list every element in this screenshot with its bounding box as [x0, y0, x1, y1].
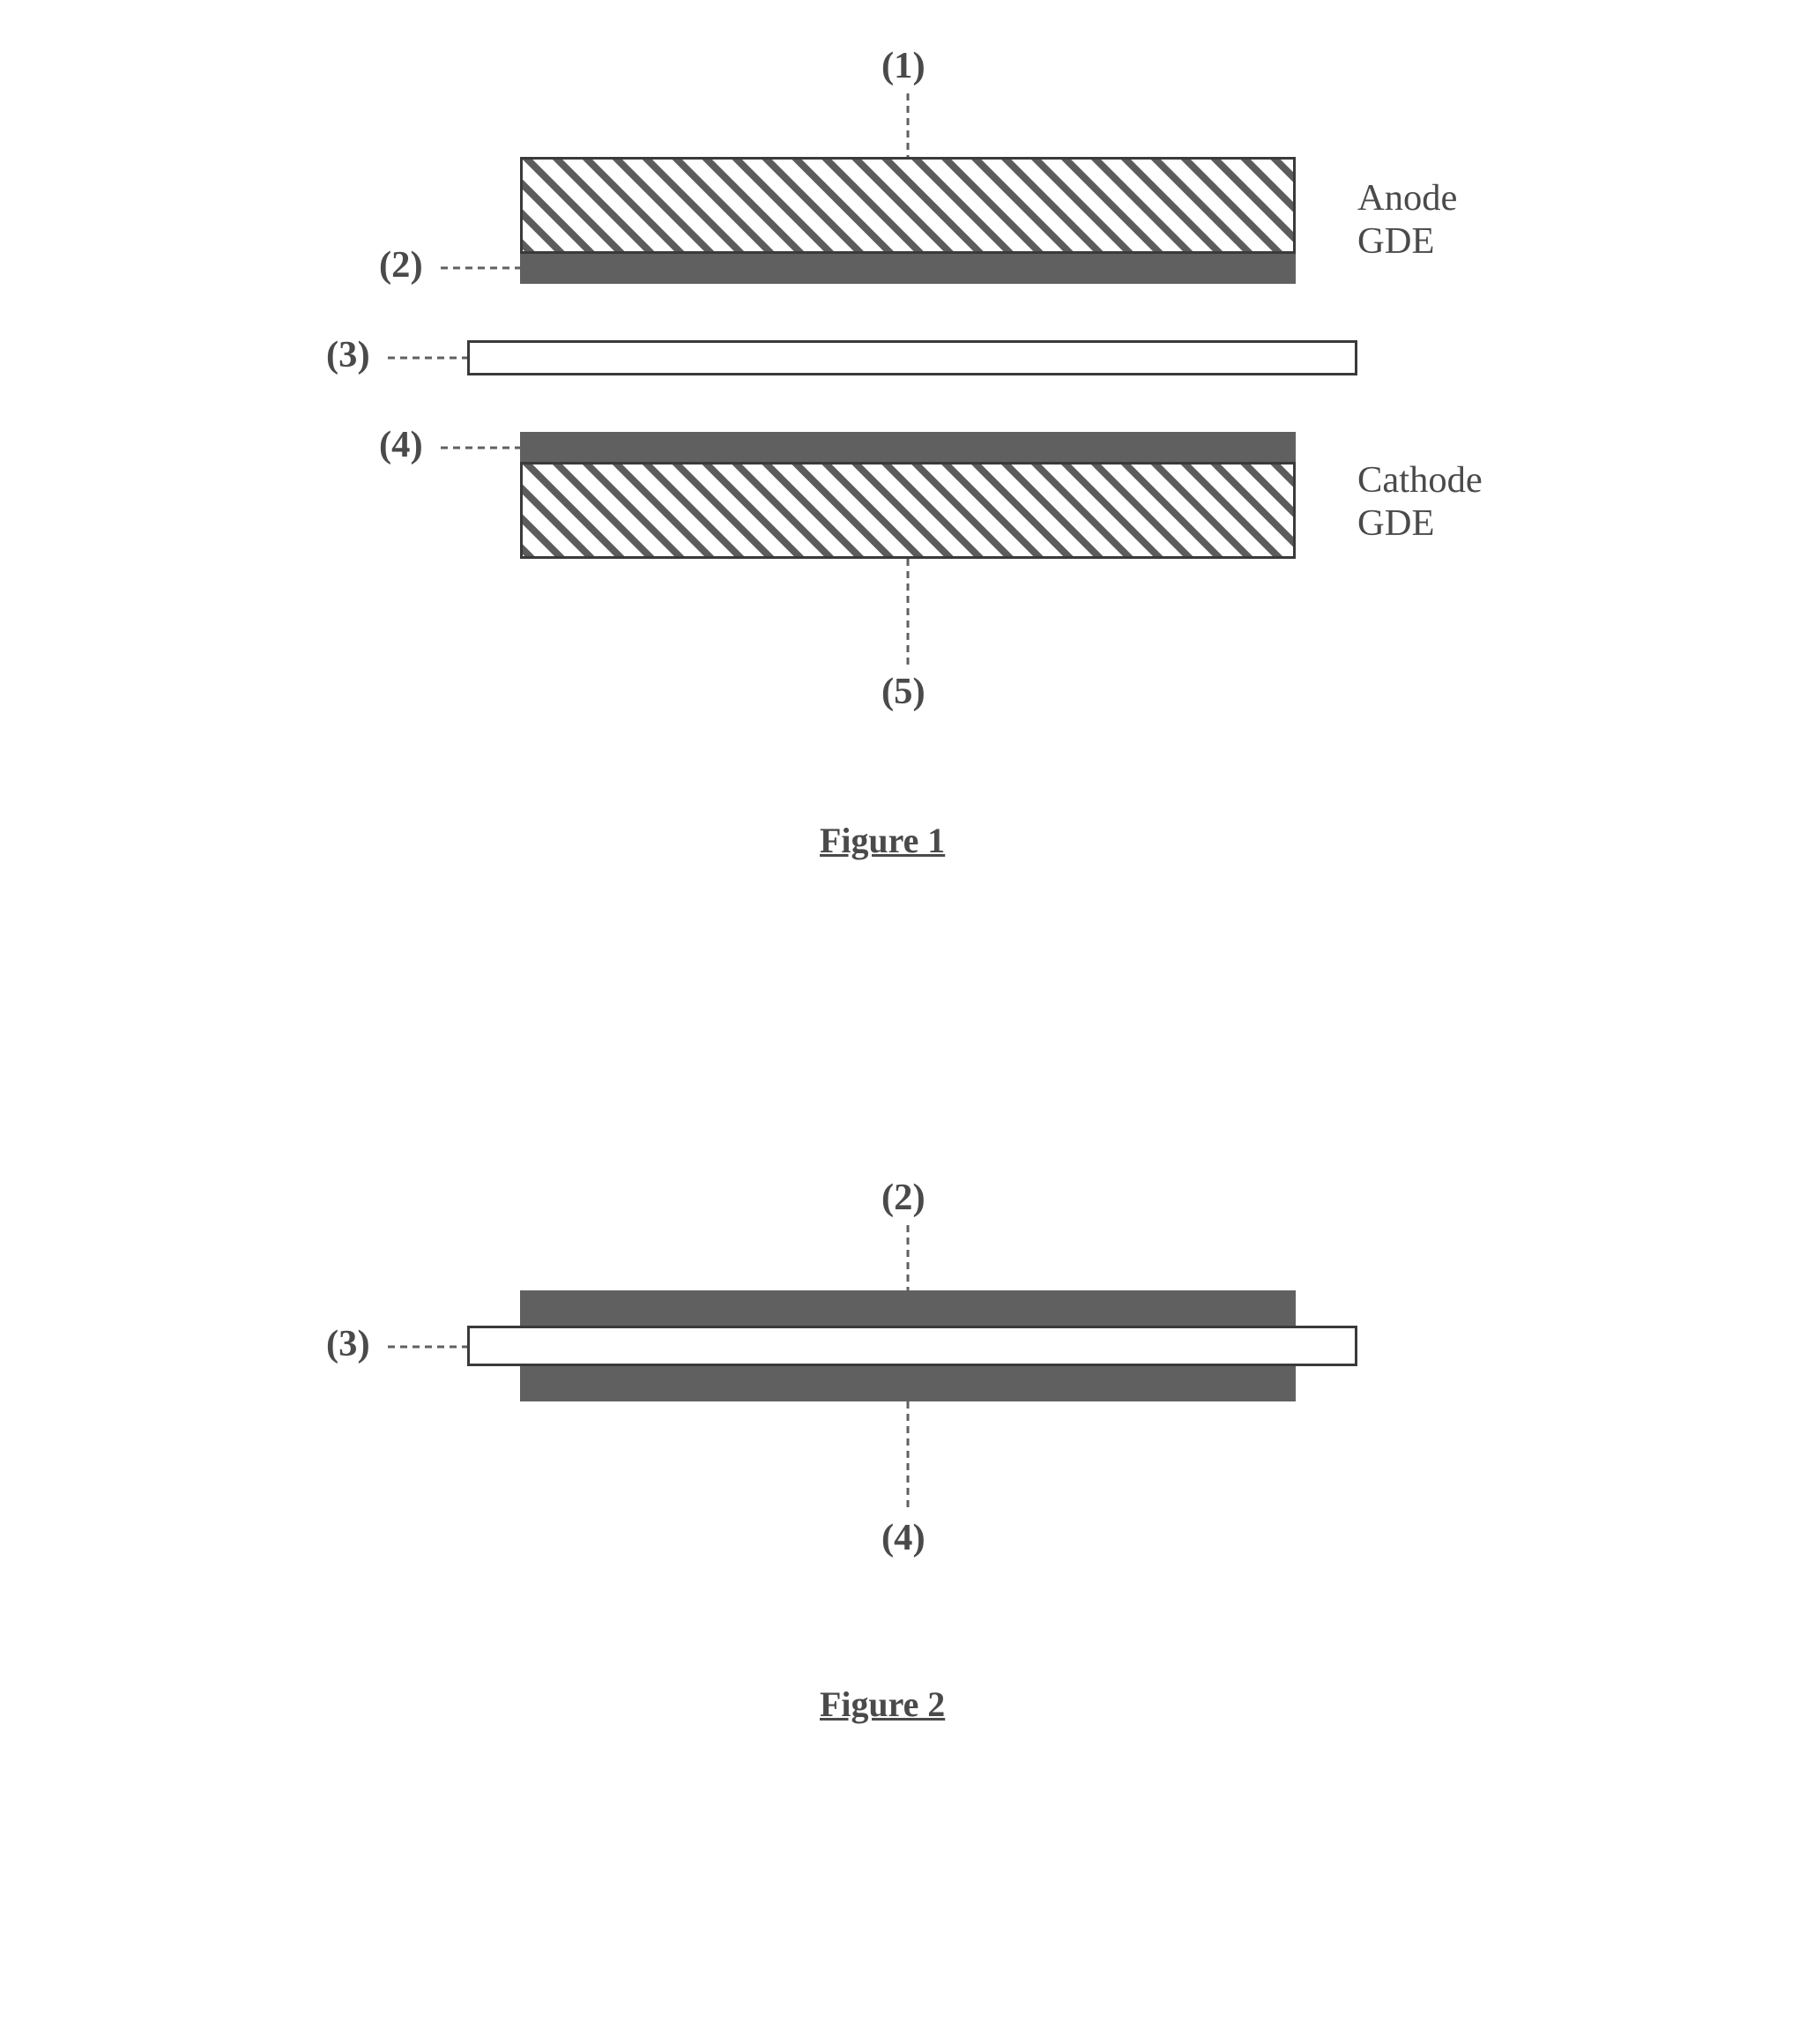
fig2-anode-catalyst [520, 1290, 1296, 1326]
fig2-callout-3-label: (3) [326, 1322, 370, 1365]
fig1-anode-catalyst [520, 254, 1296, 284]
fig2-callout-2-label: (2) [881, 1176, 926, 1219]
fig1-caption: Figure 1 [820, 820, 945, 861]
fig1-anode-gdl [520, 157, 1296, 254]
fig1-callout-3-label: (3) [326, 333, 370, 376]
fig2-callout-4-label: (4) [881, 1516, 926, 1559]
fig2-callout-2-leader [904, 1225, 911, 1290]
fig1-callout-5-leader [904, 559, 911, 665]
fig1-cathode-side-label: Cathode GDE [1357, 458, 1483, 545]
fig2-cathode-catalyst [520, 1366, 1296, 1401]
fig1-cathode-gdl [520, 462, 1296, 559]
fig1-anode-side-label: Anode GDE [1357, 176, 1457, 263]
fig1-cathode-catalyst [520, 432, 1296, 462]
fig1-callout-3-leader [388, 354, 467, 361]
fig2-caption: Figure 2 [820, 1684, 945, 1725]
fig1-callout-2-leader [441, 264, 520, 271]
fig2-membrane [467, 1326, 1357, 1366]
fig1-callout-5-label: (5) [881, 670, 926, 713]
fig2-callout-3-leader [388, 1343, 467, 1350]
diagram-canvas: Anode GDE Cathode GDE (1) (2) (3) (4) (5) Figur… [0, 0, 1799, 2044]
fig1-callout-4-label: (4) [379, 423, 423, 466]
fig1-callout-2-label: (2) [379, 243, 423, 286]
fig1-callout-1-label: (1) [881, 44, 926, 87]
fig1-callout-1-leader [904, 93, 911, 157]
fig1-membrane [467, 340, 1357, 375]
fig2-callout-4-leader [904, 1401, 911, 1511]
fig1-callout-4-leader [441, 444, 520, 451]
